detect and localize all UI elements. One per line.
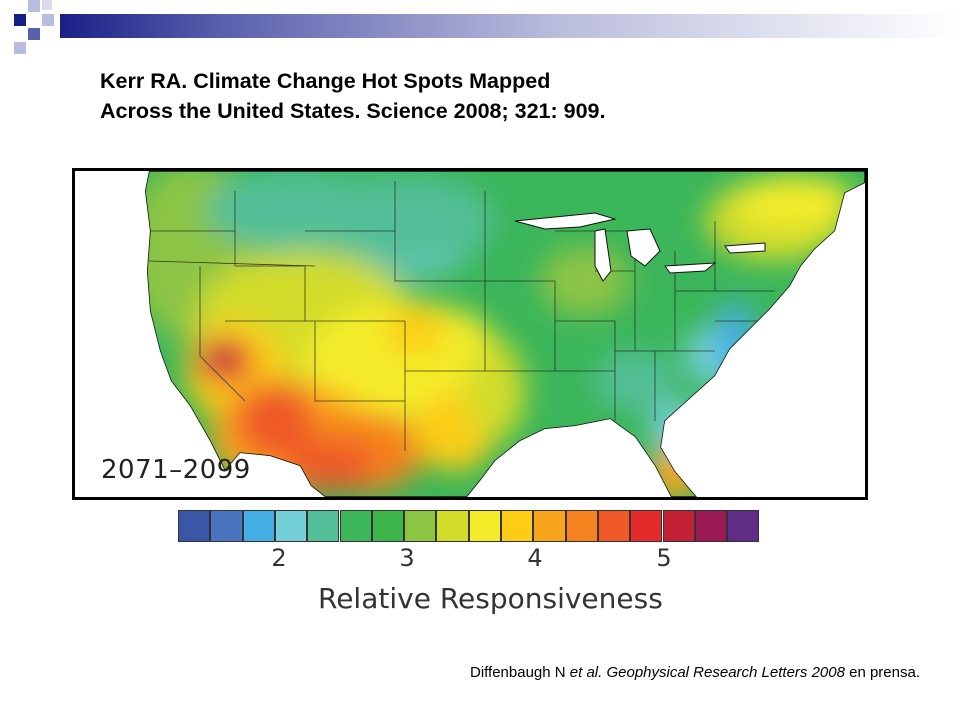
title-decoration-bar xyxy=(60,14,960,38)
color-scale-cell xyxy=(307,510,340,542)
color-scale-cell xyxy=(404,510,437,542)
legend-title: Relative Responsiveness xyxy=(318,582,663,615)
color-scale-cell xyxy=(468,510,501,542)
decoration-square xyxy=(42,0,52,10)
color-scale-cell xyxy=(694,510,728,542)
scale-tick-label: 3 xyxy=(399,544,415,572)
color-scale-cell xyxy=(662,510,695,542)
color-scale-cell xyxy=(533,510,566,542)
citation-journal: et al. Geophysical Research Letters 2008 xyxy=(569,664,845,681)
color-scale-cell xyxy=(371,510,405,542)
decoration-square xyxy=(14,42,26,54)
great-lakes xyxy=(514,212,766,282)
color-scale-cell xyxy=(501,510,534,542)
color-scale-cell xyxy=(242,510,275,542)
citation-status: en prensa. xyxy=(844,664,920,681)
citation-author: Diffenbaugh N xyxy=(469,664,570,681)
color-scale-cell xyxy=(210,510,243,542)
color-scale-cell xyxy=(727,510,760,542)
scale-tick-label: 4 xyxy=(527,544,543,572)
title-line-1: Kerr RA. Climate Change Hot Spots Mapped xyxy=(100,69,551,93)
color-scale-cell xyxy=(565,510,598,542)
color-scale-cell xyxy=(178,510,211,542)
citation: Diffenbaugh N et al. Geophysical Researc… xyxy=(470,664,920,681)
decoration-square xyxy=(14,14,26,26)
scale-tick-label: 5 xyxy=(656,544,672,572)
decoration-square xyxy=(28,0,40,12)
map-graphic xyxy=(75,171,865,497)
color-scale-cell xyxy=(597,510,631,542)
color-scale-cell xyxy=(339,510,372,542)
us-climate-map: 2071–2099 xyxy=(72,168,868,500)
decoration-square xyxy=(28,28,40,40)
title-line-2: Across the United States. Science 2008; … xyxy=(100,99,606,123)
time-period-label: 2071–2099 xyxy=(101,455,251,485)
color-scale-cell xyxy=(274,510,308,542)
slide-title: Kerr RA. Climate Change Hot Spots Mapped… xyxy=(100,66,900,126)
decoration-square xyxy=(42,14,54,26)
color-scale-cell xyxy=(630,510,663,542)
color-scale-cell xyxy=(436,510,469,542)
scale-tick-label: 2 xyxy=(271,544,287,572)
